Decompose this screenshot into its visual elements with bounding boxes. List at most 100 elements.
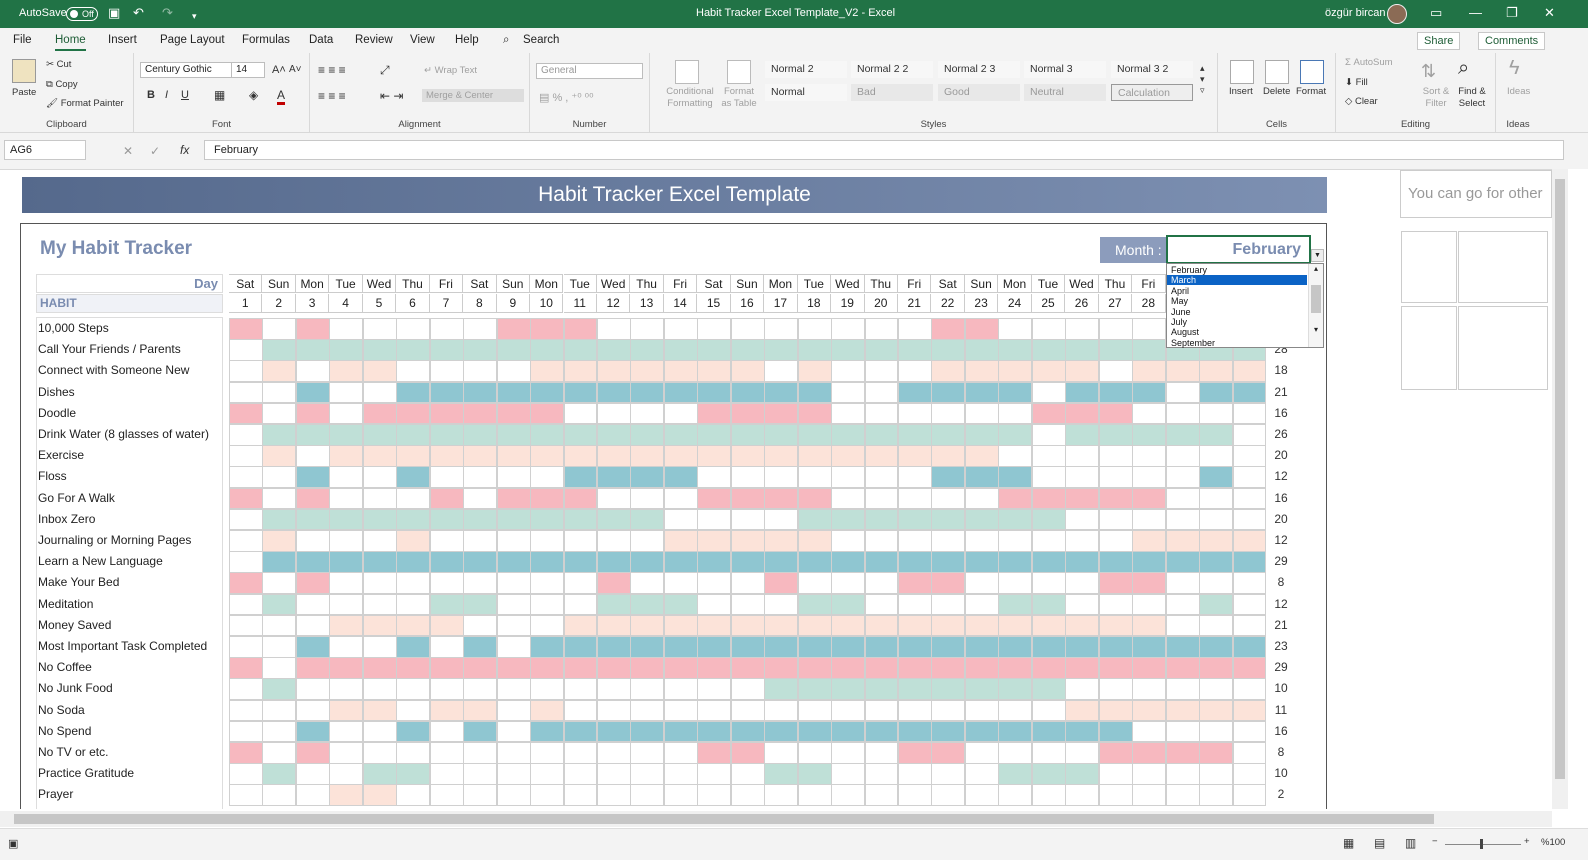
- habit-cell[interactable]: [429, 763, 464, 785]
- habit-cell[interactable]: [898, 784, 932, 807]
- undo-icon[interactable]: ↶: [133, 5, 144, 20]
- fill-color-icon[interactable]: ◈: [249, 88, 259, 102]
- habit-cell[interactable]: [396, 763, 431, 785]
- habit-cell[interactable]: [730, 657, 765, 679]
- habit-cell[interactable]: [864, 614, 899, 637]
- habit-cell[interactable]: [463, 445, 498, 467]
- habit-cell[interactable]: [998, 445, 1033, 467]
- habit-cell[interactable]: [730, 445, 765, 467]
- habit-cell[interactable]: [496, 487, 531, 510]
- habit-cell[interactable]: [964, 551, 999, 573]
- habit-cell[interactable]: [396, 381, 431, 404]
- habit-cell[interactable]: [1098, 551, 1133, 573]
- habit-cell[interactable]: [396, 784, 431, 807]
- month-dropdown-list[interactable]: February March April May June July August Septe…: [1166, 263, 1324, 348]
- habit-cell[interactable]: [1199, 508, 1233, 531]
- habit-cell[interactable]: [764, 678, 799, 701]
- habit-cell[interactable]: [1098, 445, 1133, 467]
- habit-cell[interactable]: [396, 636, 431, 658]
- worksheet[interactable]: Habit Tracker Excel Template You can go …: [0, 169, 1552, 809]
- habit-cell[interactable]: [1199, 657, 1233, 679]
- habit-cell[interactable]: [697, 636, 732, 658]
- bold-icon[interactable]: B: [147, 89, 155, 101]
- habit-cell[interactable]: [329, 678, 364, 701]
- habit-cell[interactable]: [1132, 699, 1167, 722]
- habit-cell[interactable]: [964, 763, 999, 785]
- search-icon[interactable]: ⌕: [503, 34, 510, 46]
- habit-cell[interactable]: [831, 424, 866, 446]
- habit-cell[interactable]: [1065, 508, 1100, 531]
- habit-cell[interactable]: [295, 445, 330, 467]
- habit-cell[interactable]: [864, 381, 899, 404]
- habit-cell[interactable]: [1165, 572, 1200, 595]
- habit-cell[interactable]: [530, 720, 564, 743]
- habit-cell[interactable]: [429, 551, 464, 573]
- habit-cell[interactable]: [496, 360, 531, 383]
- habit-cell[interactable]: [362, 318, 397, 340]
- habit-cell[interactable]: [931, 318, 966, 340]
- habit-cell[interactable]: [1031, 657, 1066, 679]
- habit-cell[interactable]: [229, 572, 263, 595]
- habit-cell[interactable]: [964, 742, 999, 764]
- habit-cell[interactable]: [1031, 424, 1066, 446]
- habit-cell[interactable]: [998, 636, 1033, 658]
- habit-cell[interactable]: [764, 763, 799, 785]
- habit-cell[interactable]: [730, 530, 765, 552]
- habit-cell[interactable]: [864, 678, 899, 701]
- habit-cell[interactable]: [596, 657, 631, 679]
- month-option[interactable]: July: [1171, 317, 1188, 327]
- habit-cell[interactable]: [229, 402, 263, 425]
- habit-cell[interactable]: [797, 614, 832, 637]
- comments-button[interactable]: Comments: [1478, 32, 1546, 50]
- habit-cell[interactable]: [864, 487, 899, 510]
- habit-cell[interactable]: [1232, 530, 1267, 552]
- habit-cell[interactable]: [898, 466, 932, 489]
- habit-cell[interactable]: [831, 614, 866, 637]
- habit-cell[interactable]: [262, 445, 297, 467]
- habit-cell[interactable]: [764, 742, 799, 764]
- habit-cell[interactable]: [295, 784, 330, 807]
- habit-cell[interactable]: [730, 678, 765, 701]
- habit-cell[interactable]: [429, 720, 464, 743]
- habit-cell[interactable]: [229, 466, 263, 489]
- habit-cell[interactable]: [898, 445, 932, 467]
- habit-cell[interactable]: [429, 466, 464, 489]
- habit-cell[interactable]: [730, 424, 765, 446]
- habit-cell[interactable]: [463, 551, 498, 573]
- zoom-in-icon[interactable]: +: [1524, 836, 1530, 847]
- habit-cell[interactable]: [764, 614, 799, 637]
- habit-cell[interactable]: [1065, 720, 1100, 743]
- habit-cell[interactable]: [596, 530, 631, 552]
- habit-cell[interactable]: [1031, 508, 1066, 531]
- habit-cell[interactable]: [1199, 593, 1233, 616]
- habit-cell[interactable]: [931, 678, 966, 701]
- habit-cell[interactable]: [396, 720, 431, 743]
- habit-cell[interactable]: [463, 339, 498, 361]
- habit-cell[interactable]: [764, 487, 799, 510]
- habit-cell[interactable]: [831, 551, 866, 573]
- habit-cell[interactable]: [663, 784, 698, 807]
- format-painter-button[interactable]: 🖌 Format Painter: [46, 98, 124, 109]
- habit-cell[interactable]: [396, 530, 431, 552]
- minimize-icon[interactable]: —: [1469, 5, 1482, 20]
- habit-cell[interactable]: [362, 742, 397, 764]
- habit-cell[interactable]: [1199, 445, 1233, 467]
- habit-cell[interactable]: [964, 720, 999, 743]
- habit-cell[interactable]: [229, 381, 263, 404]
- habit-cell[interactable]: [797, 381, 832, 404]
- habit-cell[interactable]: [1165, 381, 1200, 404]
- clear-button[interactable]: ◇ Clear: [1345, 96, 1378, 107]
- habit-cell[interactable]: [697, 402, 732, 425]
- habit-cell[interactable]: [1232, 593, 1267, 616]
- habit-cell[interactable]: [998, 530, 1033, 552]
- habit-cell[interactable]: [329, 487, 364, 510]
- habit-cell[interactable]: [1031, 445, 1066, 467]
- habit-cell[interactable]: [1031, 339, 1066, 361]
- habit-cell[interactable]: [1232, 445, 1267, 467]
- habit-cell[interactable]: [1199, 360, 1233, 383]
- habit-cell[interactable]: [329, 614, 364, 637]
- habit-cell[interactable]: [831, 720, 866, 743]
- habit-cell[interactable]: [496, 720, 531, 743]
- habit-cell[interactable]: [831, 445, 866, 467]
- habit-cell[interactable]: [931, 720, 966, 743]
